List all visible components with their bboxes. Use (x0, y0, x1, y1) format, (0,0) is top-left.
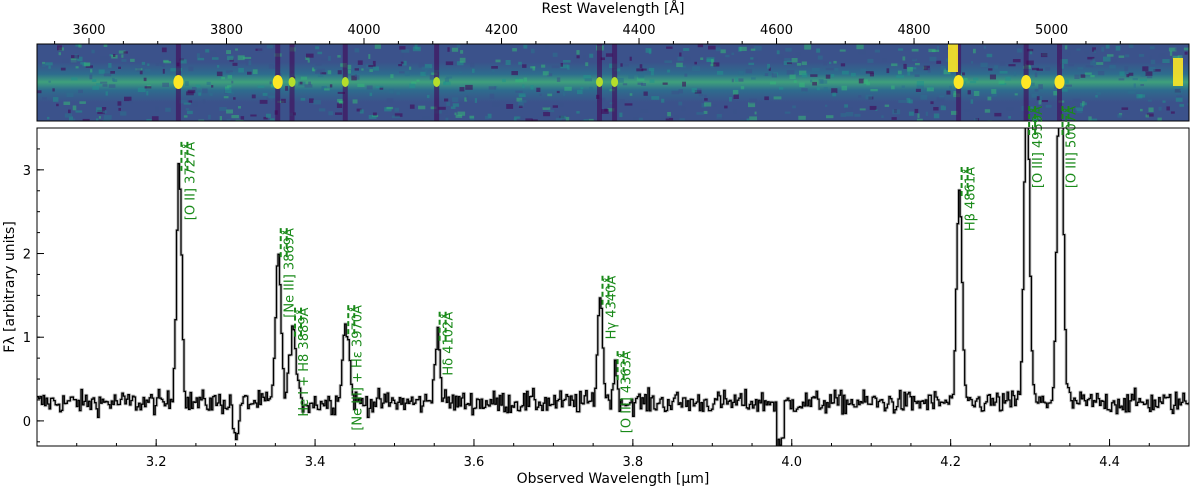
image-line-blob (433, 77, 441, 87)
y-tick-label: 0 (23, 415, 31, 430)
image-line-blob (272, 75, 283, 89)
top-tick-label: 4000 (347, 23, 380, 38)
x-tick-label: 3.8 (623, 455, 644, 470)
top-tick-label: 4800 (897, 23, 930, 38)
x-axis-label: Observed Wavelength [μm] (517, 471, 710, 487)
emission-line-label: Hβ 4861Å (963, 167, 979, 231)
image-line-blob (341, 77, 349, 87)
spectrum-2d-image (36, 43, 1190, 122)
x-tick-label: 4.2 (940, 455, 961, 470)
flux-line (37, 128, 1189, 446)
y-tick-label: 1 (23, 331, 31, 346)
emission-line-label: Hγ 4340Å (603, 276, 619, 340)
x-tick-label: 3.6 (464, 455, 485, 470)
image-line-blob (611, 77, 619, 87)
image-line-blob (288, 77, 296, 87)
image-line-blob (173, 75, 184, 89)
top-tick-label: 4200 (485, 23, 518, 38)
emission-line-label: [O II] 3727Å (182, 142, 198, 220)
top-axis-ticks: 3600 3800 4000 4200 4400 4600 4800 5000 (54, 23, 1121, 44)
x-tick-label: 3.4 (305, 455, 326, 470)
x-tick-label: 4.0 (781, 455, 802, 470)
image-line-blob (1021, 75, 1032, 89)
emission-line-label: [O III] 5007Å (1063, 106, 1079, 188)
emission-line-label: [Ne III] 3869Å (282, 228, 298, 318)
emission-line-label: [O III] 4959Å (1030, 106, 1046, 188)
image-artifact (1173, 58, 1183, 86)
y-tick-label: 2 (23, 248, 31, 263)
emission-line-label: [O III] 4363Å (619, 351, 635, 433)
emission-line-label: [Ne III] + Hε 3970Å (349, 305, 365, 431)
top-axis-label: Rest Wavelength [Å] (542, 0, 685, 17)
top-tick-label: 3600 (72, 23, 105, 38)
image-line-blob (595, 77, 603, 87)
x-axis-ticks: 3.2 3.4 3.6 3.8 4.0 4.2 4.4 (76, 439, 1190, 470)
x-tick-label: 4.4 (1099, 455, 1120, 470)
top-tick-label: 4400 (622, 23, 655, 38)
top-tick-label: 4600 (760, 23, 793, 38)
x-tick-label: 3.2 (146, 455, 167, 470)
top-tick-label: 5000 (1035, 23, 1068, 38)
image-line-blob (953, 75, 964, 89)
emission-line-label: He I + H8 3889Å (296, 307, 312, 416)
y-axis-label: Fλ [arbitrary units] (2, 221, 18, 353)
emission-line-label: Hδ 4102Å (441, 312, 457, 376)
y-tick-label: 3 (23, 164, 31, 179)
top-tick-label: 3800 (210, 23, 243, 38)
image-artifact (948, 44, 958, 72)
image-line-blob (1054, 75, 1065, 89)
